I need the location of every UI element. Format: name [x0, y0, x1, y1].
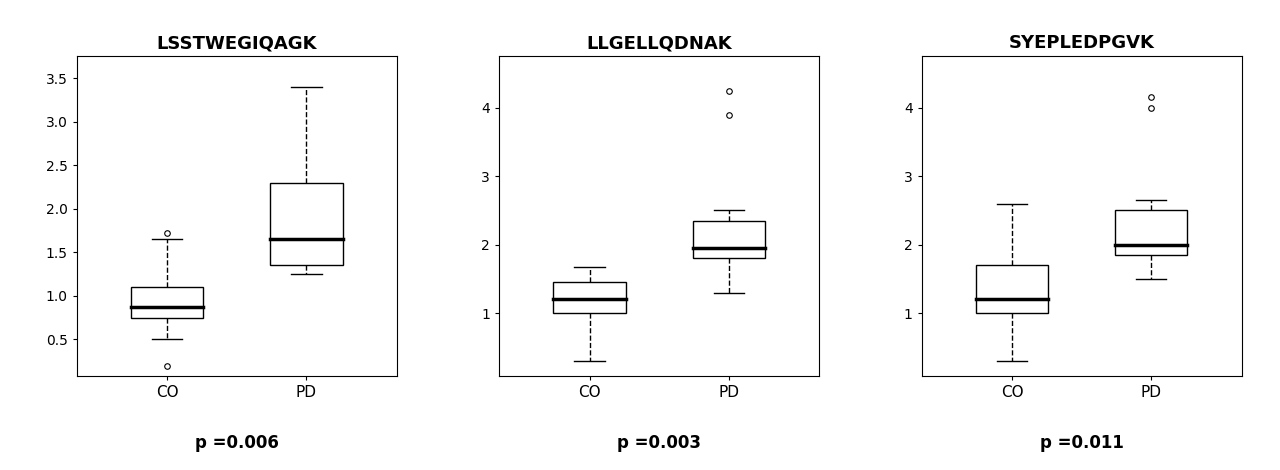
- Bar: [975, 265, 1048, 313]
- Title: SYEPLEDPGVK: SYEPLEDPGVK: [1009, 34, 1155, 52]
- Bar: [553, 282, 626, 313]
- Text: p =0.003: p =0.003: [617, 433, 701, 452]
- Bar: [270, 183, 343, 266]
- Title: LSSTWEGIQAGK: LSSTWEGIQAGK: [156, 34, 317, 52]
- Text: p =0.006: p =0.006: [195, 433, 279, 452]
- Title: LLGELLQDNAK: LLGELLQDNAK: [586, 34, 732, 52]
- Bar: [1115, 211, 1188, 255]
- Text: p =0.011: p =0.011: [1039, 433, 1124, 452]
- Bar: [692, 220, 765, 258]
- Bar: [131, 287, 204, 318]
